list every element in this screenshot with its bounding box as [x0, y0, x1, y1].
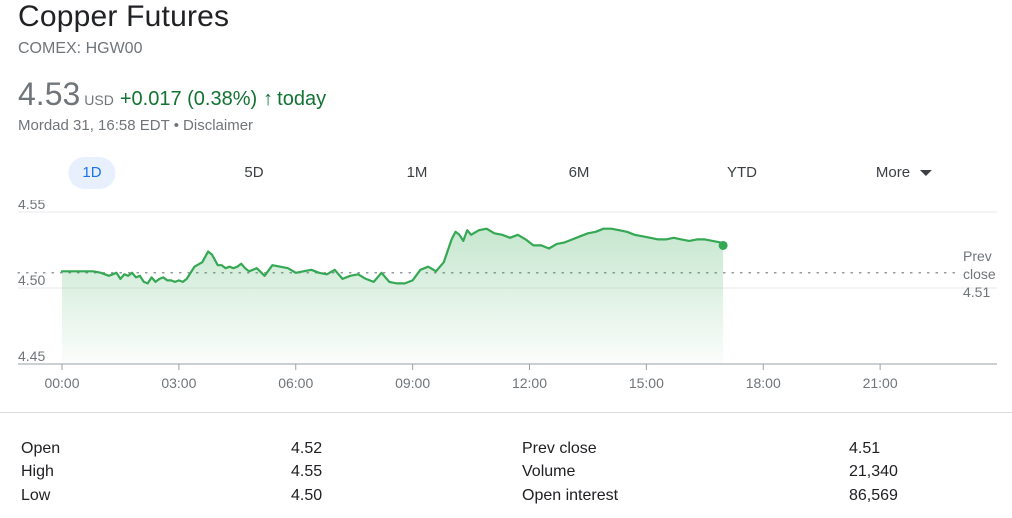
- stat-label: Prev close: [522, 440, 597, 457]
- prev-close-label: 4.51: [963, 284, 990, 300]
- ticker-symbol: COMEX: HGW00: [18, 40, 143, 57]
- y-tick-label: 4.50: [18, 272, 45, 288]
- stat-row-high: High 4.55 Volume 21,340: [0, 463, 1012, 485]
- x-tick-label: 03:00: [161, 375, 196, 391]
- divider: [0, 412, 1012, 413]
- stat-label: High: [21, 463, 54, 480]
- x-tick-label: 06:00: [278, 375, 313, 391]
- stat-value: 4.55: [291, 463, 323, 480]
- disclaimer-link[interactable]: Disclaimer: [183, 117, 254, 134]
- tab-6m[interactable]: 6M: [568, 164, 590, 181]
- separator: •: [173, 117, 180, 134]
- stat-label: Open: [21, 440, 61, 457]
- stat-row-open: Open 4.52 Prev close 4.51: [0, 440, 1012, 462]
- current-price: 4.53: [18, 76, 81, 112]
- currency-label: USD: [84, 92, 114, 108]
- page-title: Copper Futures: [18, 0, 230, 33]
- stat-value: 4.50: [291, 487, 323, 504]
- last-price-dot: [718, 240, 728, 250]
- stat-value: 4.51: [849, 440, 881, 457]
- timestamp-row: Mordad 31, 16:58 EDT • Disclaimer: [18, 117, 253, 134]
- price-row: 4.53 USD +0.017 (0.38%) ↑ today: [18, 76, 326, 113]
- tab-1d[interactable]: 1D: [68, 157, 116, 189]
- stat-value: 4.52: [291, 440, 323, 457]
- tab-ytd[interactable]: YTD: [727, 164, 757, 181]
- x-tick-label: 21:00: [863, 375, 898, 391]
- y-tick-label: 4.45: [18, 348, 45, 364]
- tab-5d[interactable]: 5D: [244, 164, 264, 181]
- stat-row-low: Low 4.50 Open interest 86,569: [0, 487, 1012, 509]
- tab-1m[interactable]: 1M: [406, 164, 428, 181]
- range-tabs: 1D 5D 1M 6M YTD More: [0, 157, 1012, 189]
- price-area: [62, 228, 724, 364]
- chevron-down-icon: [920, 170, 933, 176]
- price-line: [60, 227, 725, 285]
- price-chart: 4.55 4.50 4.45 00:00 03:00 06:00 09:00 12:00 15:…: [17, 200, 997, 391]
- stat-value: 21,340: [849, 463, 898, 480]
- stat-label: Low: [21, 487, 51, 504]
- change-period: today: [277, 88, 327, 110]
- stat-label: Volume: [522, 463, 576, 480]
- tab-more-label: More: [875, 164, 911, 181]
- x-tick-label: 15:00: [629, 375, 664, 391]
- x-tick-label: 09:00: [395, 375, 430, 391]
- stat-value: 86,569: [849, 487, 898, 504]
- prev-close-label: Prev: [963, 248, 992, 264]
- x-tick-label: 00:00: [44, 375, 79, 391]
- x-tick-label: 18:00: [746, 375, 781, 391]
- timestamp: Mordad 31, 16:58 EDT: [18, 117, 170, 134]
- tab-more[interactable]: More: [862, 157, 946, 189]
- arrow-up-icon: ↑: [263, 88, 274, 110]
- x-tick-label: 12:00: [512, 375, 547, 391]
- price-change: +0.017 (0.38%): [119, 88, 258, 110]
- y-tick-label: 4.55: [18, 200, 45, 212]
- prev-close-label: close: [963, 266, 996, 282]
- stat-label: Open interest: [522, 487, 619, 504]
